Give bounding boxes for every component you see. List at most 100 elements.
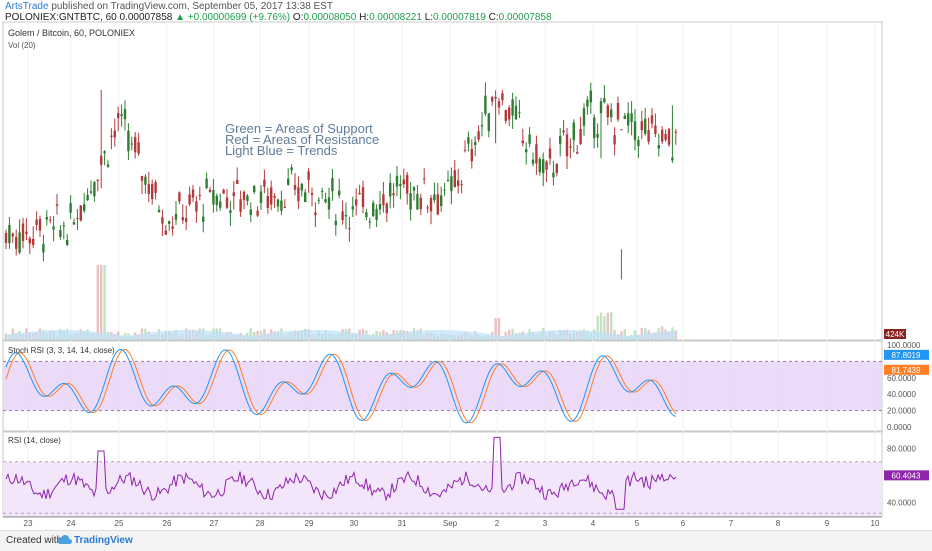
candle-body <box>419 197 422 210</box>
x-tick-label: 28 <box>256 519 265 528</box>
candle-body <box>174 213 178 220</box>
volume-bar <box>497 318 501 340</box>
candle-body <box>4 232 8 244</box>
volume-bar <box>599 312 603 340</box>
candle-body <box>96 179 99 182</box>
candle-body <box>317 199 320 201</box>
candle-body <box>565 134 569 157</box>
stoch-k-line <box>5 348 677 424</box>
x-tick-label: 8 <box>776 519 781 528</box>
candle-body <box>134 137 137 153</box>
candle-body <box>667 129 671 145</box>
candle-body <box>297 187 300 202</box>
x-tick-label: 25 <box>115 519 124 528</box>
x-tick-label: 26 <box>163 519 172 528</box>
candle-body <box>443 189 446 191</box>
candle-body <box>321 190 324 192</box>
candle-body <box>18 232 21 253</box>
footer-created: Created with <box>6 535 63 546</box>
volume-bar <box>508 329 511 340</box>
candle-body <box>562 130 565 133</box>
legend-trends-note: Light Blue = Trends <box>225 143 338 158</box>
candle-body <box>259 191 263 203</box>
candle-body <box>93 182 96 197</box>
candle-body <box>202 216 205 223</box>
candle-body <box>157 209 161 213</box>
candle-body <box>236 179 239 184</box>
candle-body <box>477 131 480 140</box>
candle-body <box>637 139 640 147</box>
candle-body <box>38 218 42 231</box>
candle-body <box>514 105 518 120</box>
x-tick-label: 3 <box>543 519 548 528</box>
candle-body <box>504 110 507 121</box>
candle-body <box>334 220 337 226</box>
candle-body <box>310 192 314 195</box>
stoch-tick-label: 100.0000 <box>887 341 921 350</box>
candle-body <box>440 195 443 206</box>
chart-canvas: 0.000090000.000085000.000080000.00007500… <box>2 21 929 528</box>
candle-body <box>457 180 460 187</box>
candle-body <box>304 192 307 203</box>
candle-body <box>28 238 31 244</box>
open-label: O: <box>292 12 304 23</box>
rsi-line <box>5 436 677 510</box>
candle-body <box>409 193 412 210</box>
stoch-d-line <box>5 348 677 424</box>
candle-body <box>338 190 341 196</box>
candle-body <box>341 211 344 220</box>
candle-body <box>378 204 382 210</box>
low-value: 0.00007819 <box>433 12 486 23</box>
candle-body <box>45 216 48 220</box>
candle-body <box>120 114 123 116</box>
candle-body <box>572 122 575 141</box>
candle-body <box>582 108 586 126</box>
candle-body <box>399 184 402 187</box>
candle-body <box>52 226 55 230</box>
rsi-band <box>3 461 882 516</box>
candle-body <box>630 113 633 122</box>
volume-badge: 424K <box>886 330 905 339</box>
volume-bar <box>103 265 106 340</box>
candle-body <box>593 117 596 139</box>
candle-body <box>178 192 181 202</box>
stoch-tick-label: 20.0000 <box>887 407 916 416</box>
x-tick-label: 23 <box>24 519 33 528</box>
candle-body <box>15 237 18 249</box>
candle-body <box>198 195 201 197</box>
rsi-badge-bg <box>884 470 929 481</box>
candle-body <box>446 179 450 181</box>
candle-body <box>518 112 521 114</box>
legend-resistance-note: Red = Areas of Resistance <box>225 132 380 147</box>
candle-body <box>314 212 317 216</box>
candle-body <box>327 197 331 210</box>
author-name[interactable]: ArtsTrade <box>5 1 49 12</box>
candle-body <box>528 134 531 144</box>
candle-body <box>256 210 259 216</box>
footer-brand[interactable]: TradingView <box>74 535 133 546</box>
candle-body <box>372 202 375 217</box>
candle-body <box>106 164 110 168</box>
volume-bar <box>603 316 606 340</box>
tradingview-cloud-icon <box>58 535 72 544</box>
high-value: 0.00008221 <box>369 12 422 23</box>
candle-body <box>103 151 106 154</box>
stoch-d-badge: 81.7439 <box>892 366 921 375</box>
candle-body <box>140 176 144 181</box>
candle-body <box>164 230 167 235</box>
candle-body <box>644 118 647 134</box>
volume-bar <box>640 327 643 340</box>
candle-body <box>11 233 14 237</box>
candle-body <box>287 178 290 185</box>
candle-body <box>161 217 164 224</box>
candle-body <box>21 223 25 241</box>
candle-body <box>127 130 130 152</box>
candle-body <box>389 182 392 197</box>
candle-body <box>674 131 677 133</box>
candle-body <box>494 96 497 99</box>
candle-body <box>664 133 667 140</box>
candle-body <box>491 97 494 102</box>
candle-body <box>627 113 630 126</box>
candle-body <box>535 144 538 164</box>
candle-body <box>596 133 599 138</box>
